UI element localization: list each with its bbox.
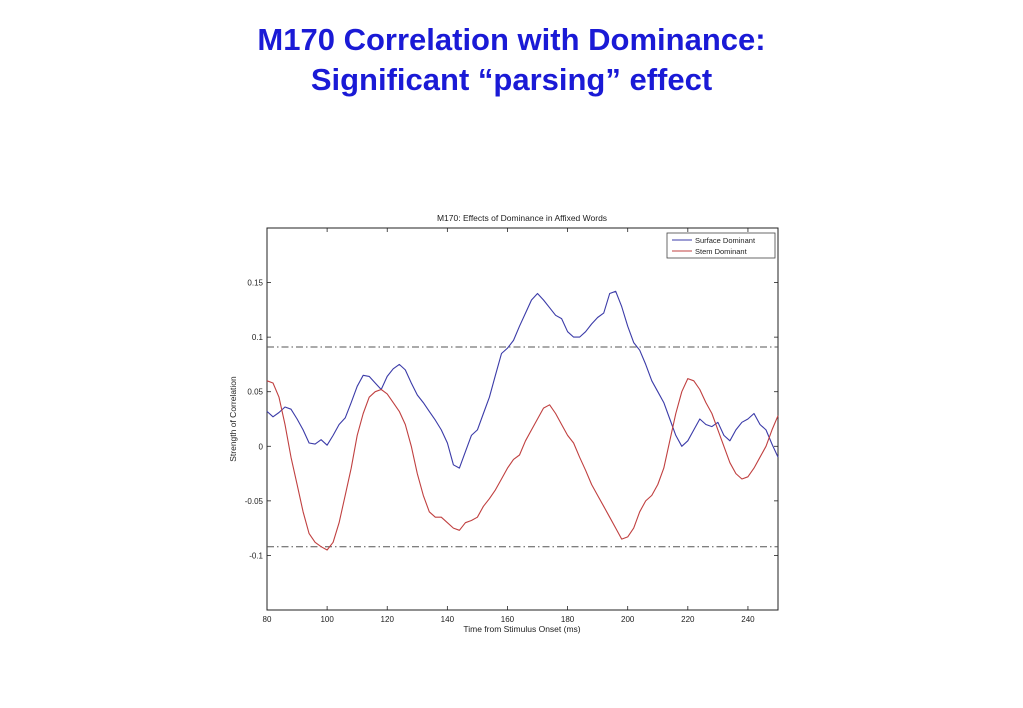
y-tick-label: 0.05 <box>247 388 263 397</box>
y-tick-label: -0.1 <box>249 551 263 560</box>
legend-box <box>666 232 776 259</box>
slide-title-line-2: Significant “parsing” effect <box>310 62 713 97</box>
x-tick-label: 80 <box>263 615 272 624</box>
x-tick-label: 100 <box>320 615 334 624</box>
slide-title-line-1: M170 Correlation with Dominance: <box>257 22 766 57</box>
x-axis-label: Time from Stimulus Onset (ms) <box>463 624 580 634</box>
x-tick-label: 160 <box>501 615 515 624</box>
chart-title: M170: Effects of Dominance in Affixed Wo… <box>437 213 607 223</box>
x-tick-label: 240 <box>741 615 755 624</box>
x-tick-label: 120 <box>381 615 395 624</box>
x-tick-label: 220 <box>681 615 695 624</box>
y-tick-label: -0.05 <box>245 497 264 506</box>
slide-title: M170 Correlation with Dominance: Signifi… <box>0 20 1023 100</box>
stem-dominant-series-line <box>266 378 779 551</box>
y-axis-label: Strength of Correlation <box>228 376 238 462</box>
y-tick-label: 0.1 <box>252 333 264 342</box>
y-tick-label: 0.15 <box>247 279 263 288</box>
x-tick-label: 180 <box>561 615 575 624</box>
surface-dominant-series-line <box>266 290 779 469</box>
x-tick-label: 200 <box>621 615 635 624</box>
y-tick-label: 0 <box>259 442 264 451</box>
legend-entry-label: Surface Dominant <box>695 236 756 245</box>
legend-entry-label: Stem Dominant <box>695 247 748 256</box>
chart-legend: Surface Dominant Stem Dominant <box>666 232 776 259</box>
x-tick-label: 140 <box>441 615 455 624</box>
